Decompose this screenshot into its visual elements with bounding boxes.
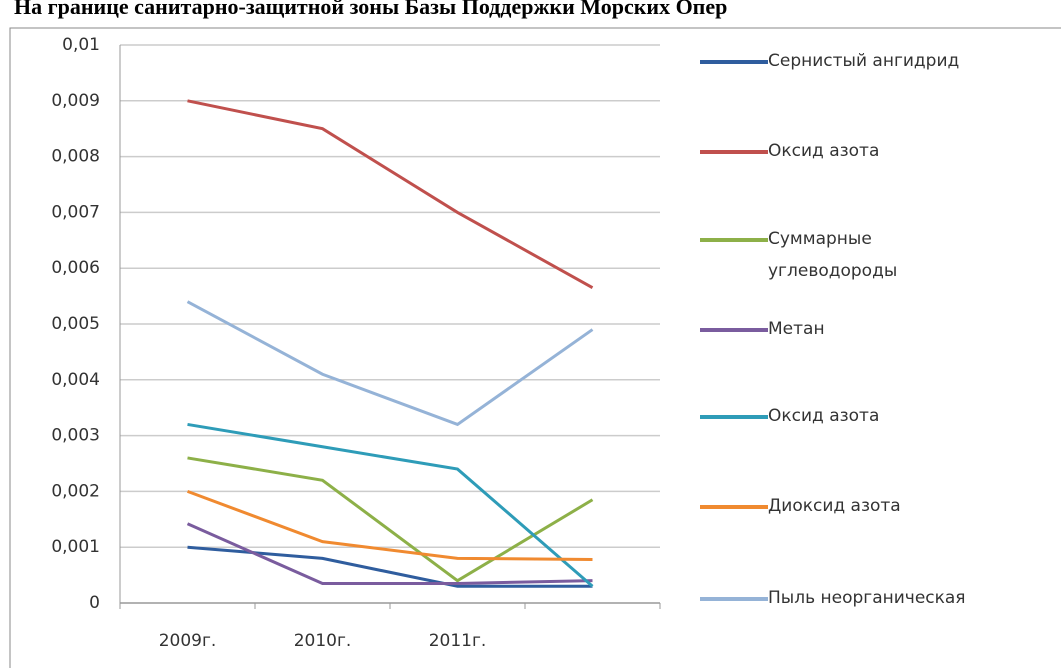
legend-item: Оксид азота — [700, 405, 1018, 432]
x-tick-label: 2010г. — [294, 631, 352, 651]
legend-swatch — [700, 415, 768, 419]
legend-item: Суммарные углеводороды — [700, 228, 918, 287]
y-tick-label: 0,007 — [51, 202, 100, 222]
series-line — [187, 545, 593, 588]
y-tick-label: 0,008 — [51, 147, 100, 167]
legend-label: Метан — [768, 319, 825, 339]
legend-label: Диоксид азота — [768, 496, 901, 516]
y-tick-label: 0,01 — [62, 35, 100, 55]
legend-swatch — [700, 238, 768, 242]
chart-border — [9, 27, 1061, 668]
y-tick-label: 0,003 — [51, 426, 100, 446]
x-tick-label: 2011г. — [429, 631, 487, 651]
chart-title: На границе санитарно-защитной зоны Базы … — [14, 0, 728, 19]
legend-label: Оксид азота — [768, 141, 880, 161]
y-tick-label: 0,009 — [51, 91, 100, 111]
legend-swatch — [700, 597, 768, 601]
legend-item: Диоксид азота — [700, 495, 1018, 522]
legend-item: Сернистый ангидрид — [700, 50, 1018, 77]
series-line — [186, 522, 593, 585]
legend-item: Метан — [700, 318, 1018, 345]
series-line — [187, 99, 594, 290]
x-tick-label: 2009г. — [159, 631, 217, 651]
series-line — [186, 300, 594, 427]
y-tick-label: 0,006 — [51, 258, 100, 278]
y-tick-label: 0,005 — [51, 314, 100, 334]
legend-item: Пыль неорганическая — [700, 587, 1018, 614]
y-tick-label: 0,002 — [51, 481, 100, 501]
legend-label: Суммарные углеводороды — [768, 229, 898, 281]
legend-item: Оксид азота — [700, 140, 1018, 167]
series-line — [186, 489, 593, 561]
legend-label: Пыль неорганическая — [768, 588, 966, 608]
legend-label: Оксид азота — [768, 406, 880, 426]
legend-swatch — [700, 505, 768, 509]
y-tick-label: 0,001 — [51, 537, 100, 557]
y-tick-label: 0 — [89, 593, 100, 613]
legend-label: Сернистый ангидрид — [768, 51, 960, 71]
legend-swatch — [700, 60, 768, 64]
series-line — [187, 456, 594, 583]
series-line — [187, 422, 594, 588]
legend-swatch — [700, 328, 768, 332]
legend-swatch — [700, 150, 768, 154]
y-tick-label: 0,004 — [51, 370, 100, 390]
